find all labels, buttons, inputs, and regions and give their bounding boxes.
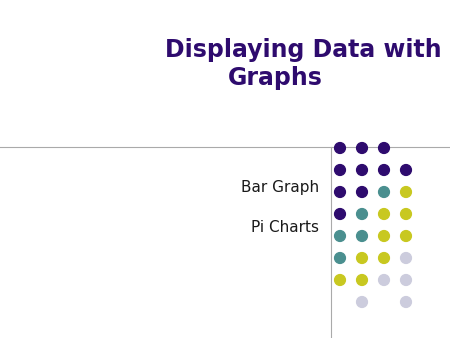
Circle shape (356, 143, 367, 153)
Circle shape (335, 252, 346, 263)
Circle shape (378, 165, 389, 175)
Circle shape (335, 187, 346, 197)
Text: Pi Charts: Pi Charts (251, 219, 319, 235)
Circle shape (400, 231, 411, 241)
Circle shape (378, 252, 389, 263)
Circle shape (378, 209, 389, 219)
Text: Displaying Data with: Displaying Data with (166, 38, 442, 62)
Circle shape (356, 209, 367, 219)
Circle shape (400, 187, 411, 197)
Circle shape (335, 165, 346, 175)
Circle shape (378, 274, 389, 285)
Circle shape (378, 231, 389, 241)
Circle shape (356, 187, 367, 197)
Circle shape (335, 143, 346, 153)
Text: Bar Graph: Bar Graph (241, 179, 319, 195)
Circle shape (335, 274, 346, 285)
Circle shape (356, 252, 367, 263)
Circle shape (335, 209, 346, 219)
Text: Graphs: Graphs (228, 66, 323, 90)
Circle shape (400, 209, 411, 219)
Circle shape (400, 297, 411, 307)
Circle shape (400, 274, 411, 285)
Circle shape (400, 252, 411, 263)
Circle shape (378, 143, 389, 153)
Circle shape (400, 165, 411, 175)
Circle shape (356, 165, 367, 175)
Circle shape (378, 187, 389, 197)
Circle shape (356, 274, 367, 285)
Circle shape (356, 297, 367, 307)
Circle shape (335, 231, 346, 241)
Circle shape (356, 231, 367, 241)
